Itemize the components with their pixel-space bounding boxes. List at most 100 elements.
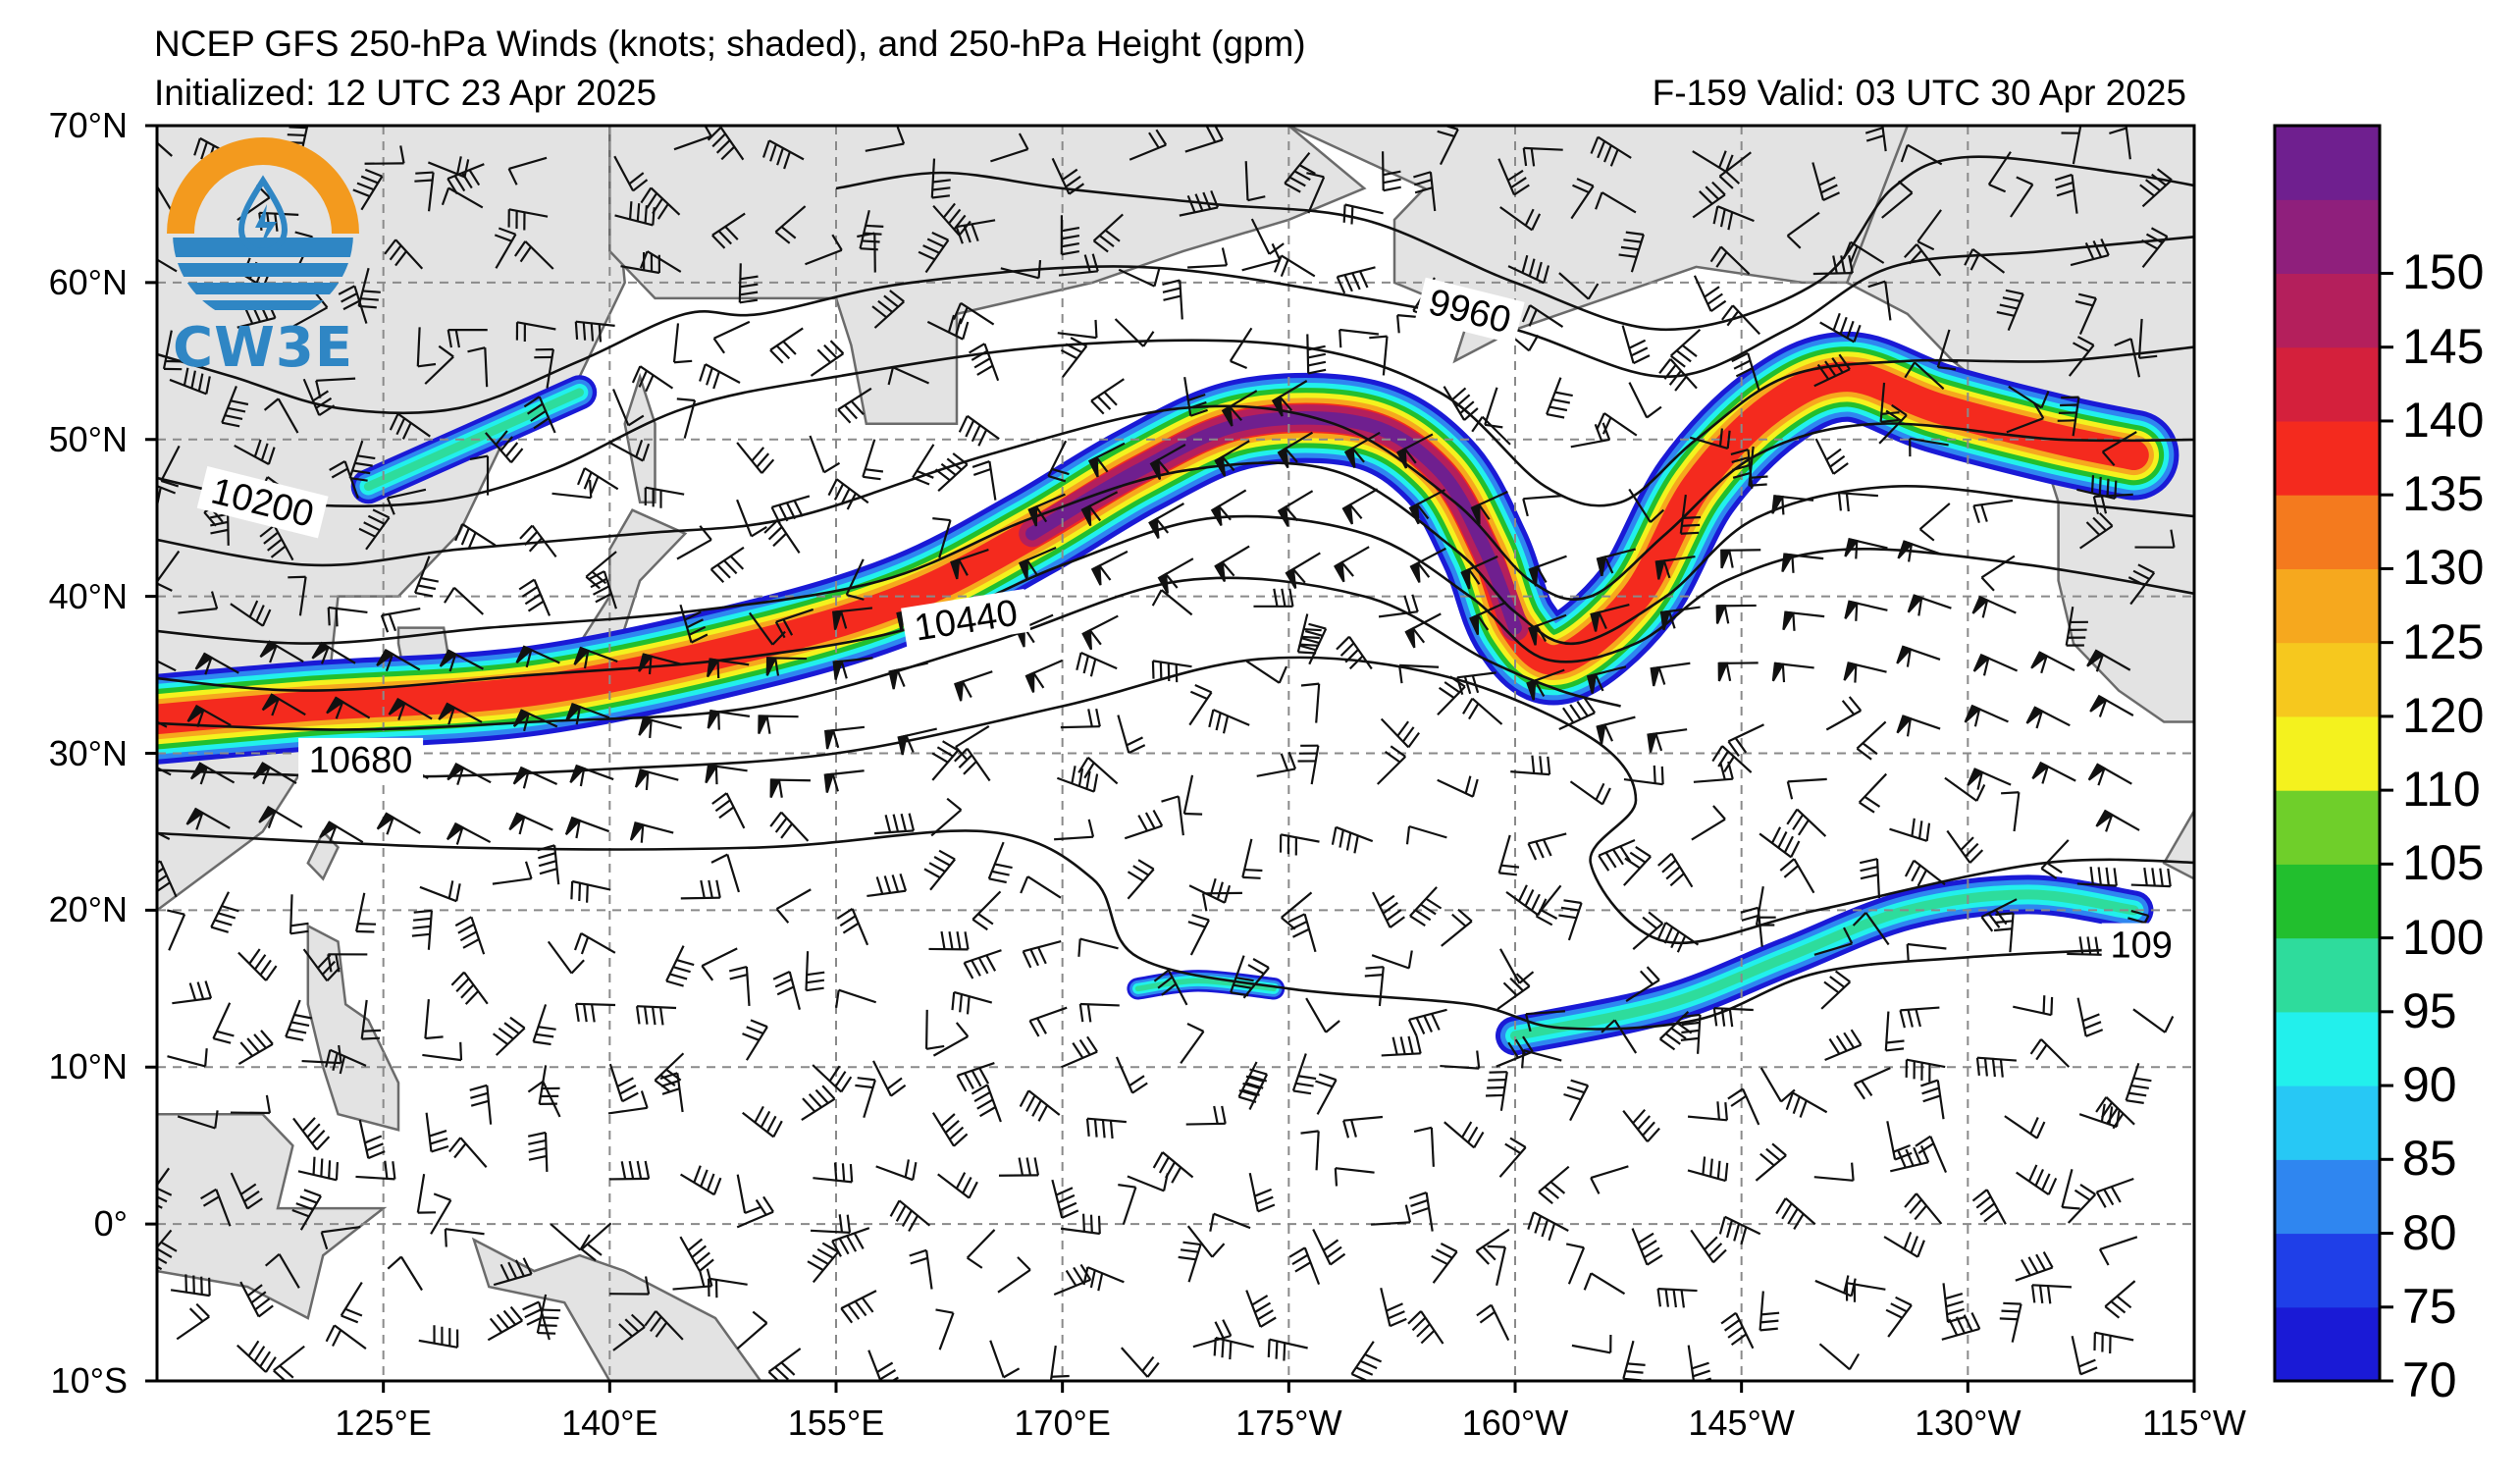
wind-barb	[1372, 891, 1405, 928]
wind-barb	[708, 1277, 748, 1298]
wind-barb	[1027, 493, 1066, 527]
lat-label: 40°N	[48, 575, 128, 616]
wind-barb	[1267, 1338, 1308, 1361]
colorbar-tick-label: 90	[2402, 1057, 2457, 1113]
wind-barb	[2098, 1236, 2138, 1266]
svg-text:10680: 10680	[309, 740, 413, 781]
land-taiwan	[306, 829, 341, 881]
wind-barb	[665, 945, 695, 987]
wind-barb	[569, 764, 614, 787]
wind-barb	[1896, 645, 1941, 667]
wind-barb	[230, 1094, 272, 1115]
colorbar-tick-label: 100	[2402, 909, 2485, 965]
wind-barb	[319, 821, 364, 844]
wind-barb	[2061, 126, 2082, 165]
wind-barb	[1864, 126, 1887, 152]
wind-barb	[547, 940, 585, 975]
wind-barb	[1903, 243, 1942, 277]
wind-barb	[2071, 1336, 2098, 1376]
wind-barb	[871, 290, 905, 329]
wind-barb	[1824, 1029, 1863, 1062]
wind-barb	[1941, 1312, 1981, 1341]
wind-barb	[425, 1112, 449, 1153]
wind-barb	[1087, 442, 1126, 478]
wind-barb	[1844, 600, 1888, 621]
wind-barb	[1692, 150, 1734, 173]
wind-barb	[1820, 970, 1852, 1010]
wind-barb	[1058, 253, 1099, 277]
wind-barb	[430, 1192, 452, 1235]
colorbar-segment	[2275, 642, 2380, 717]
svg-text:109: 109	[2110, 926, 2172, 967]
wind-barb	[1475, 1228, 1510, 1265]
wind-barb	[167, 909, 186, 951]
wind-barb	[971, 460, 997, 501]
wind-barb	[827, 478, 869, 510]
wind-barb	[416, 1173, 437, 1214]
wind-barb	[285, 999, 313, 1041]
wind-barb	[1371, 950, 1413, 970]
wind-barb	[200, 1188, 232, 1227]
wind-barb	[1623, 845, 1652, 886]
wind-barb	[1621, 325, 1651, 365]
wind-barb	[2076, 866, 2118, 887]
wind-barb	[1718, 1215, 1761, 1245]
wind-barb	[736, 442, 775, 474]
wind-barb	[522, 1300, 551, 1341]
wind-barb	[512, 709, 558, 732]
wind-barb	[1192, 1319, 1233, 1349]
colorbar-tick-label: 70	[2402, 1352, 2457, 1407]
wind-barb	[564, 816, 610, 839]
wind-barb	[386, 488, 427, 515]
wind-barb	[1535, 884, 1562, 927]
wind-barb	[1623, 765, 1664, 786]
wind-barb	[325, 1048, 367, 1075]
wind-barb	[2067, 1183, 2097, 1224]
wind-barb	[1000, 260, 1042, 280]
wind-barb	[1510, 755, 1551, 776]
colorbar-segment	[2275, 199, 2380, 274]
wind-barb	[444, 586, 485, 615]
wind-barb	[1558, 697, 1597, 731]
wind-barb	[1837, 492, 1878, 512]
wind-barb	[1859, 858, 1881, 899]
wind-barb	[2065, 607, 2088, 647]
wind-barb	[1625, 966, 1660, 1002]
wind-barb	[1284, 152, 1316, 193]
wind-barb	[2004, 1115, 2046, 1139]
wind-barb	[1692, 181, 1726, 219]
wind-barb	[2025, 706, 2071, 729]
wind-barb	[441, 186, 484, 209]
wind-barb	[1693, 761, 1734, 783]
wind-barb	[2016, 1164, 2058, 1196]
wind-barb	[424, 344, 454, 385]
wind-barb	[2076, 997, 2104, 1037]
wind-barb	[292, 1117, 331, 1151]
wind-barb	[1462, 697, 1503, 725]
wind-barb	[1398, 663, 1440, 684]
wind-barb	[1208, 709, 1250, 734]
wind-barb	[640, 186, 681, 220]
colorbar-segment	[2275, 864, 2380, 939]
wind-barb	[831, 1227, 870, 1257]
wind-barb	[644, 1310, 684, 1341]
wind-barb	[1214, 440, 1250, 477]
wind-barb	[1590, 135, 1632, 167]
wind-barb	[1889, 818, 1931, 842]
land-sakhalin	[623, 372, 656, 503]
wind-barb	[1404, 612, 1442, 649]
wind-barb	[1336, 266, 1376, 294]
wind-barb	[1814, 438, 1849, 475]
logo-text: CW3E	[173, 316, 354, 380]
wind-barb	[157, 1229, 178, 1271]
wind-barb	[570, 879, 611, 903]
wind-barb	[638, 716, 682, 738]
wind-barb	[1152, 1151, 1194, 1184]
wind-barb	[1127, 859, 1155, 900]
wind-barb	[952, 301, 995, 326]
wind-barb	[840, 1290, 877, 1324]
wind-barb	[1813, 1162, 1855, 1182]
wind-barb	[638, 653, 682, 675]
height-contour	[157, 656, 2194, 945]
wind-barb	[928, 930, 970, 951]
